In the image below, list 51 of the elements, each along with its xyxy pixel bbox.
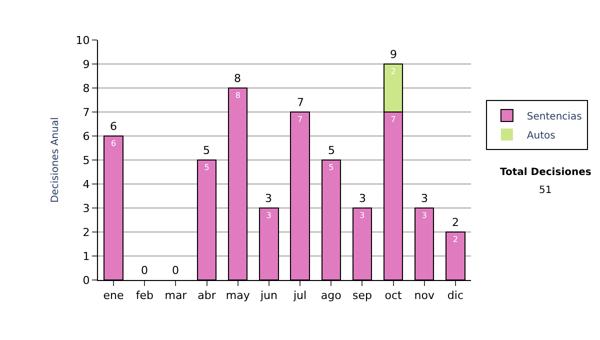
y-tick-label: 4: [82, 178, 90, 191]
x-tick-label: oct: [384, 289, 403, 302]
data-label: 3: [266, 211, 272, 220]
total-label: 3: [265, 192, 272, 205]
legend-label: Autos: [526, 130, 556, 142]
total-label: 2: [452, 216, 459, 229]
data-label: 5: [328, 163, 334, 172]
total-label: 3: [421, 192, 428, 205]
data-label: 2: [390, 67, 396, 76]
data-label: 7: [390, 115, 396, 124]
y-tick-label: 6: [82, 130, 90, 143]
y-tick-label: 7: [82, 106, 90, 119]
x-tick-label: dic: [447, 289, 464, 302]
y-tick-label: 3: [82, 202, 90, 215]
x-tick-label: mar: [164, 289, 188, 302]
text: Total Decisiones: [500, 167, 592, 178]
x-tick-label: jun: [259, 289, 278, 302]
total-label: 5: [203, 144, 210, 157]
x-tick-label: abr: [198, 289, 216, 302]
data-label: 3: [422, 211, 427, 220]
legend-label: Sentencias: [526, 111, 582, 122]
data-label: 5: [204, 163, 210, 172]
x-tick-label: jul: [292, 289, 307, 302]
total-label: 0: [172, 264, 179, 277]
x-tick-label: sep: [352, 289, 372, 302]
x-tick-label: feb: [136, 289, 154, 302]
y-axis-title: Decisiones Anual: [50, 117, 61, 203]
data-label: 3: [360, 211, 365, 220]
x-tick-label: ene: [103, 289, 124, 302]
y-tick-label: 5: [82, 154, 90, 167]
text: 51: [539, 185, 552, 196]
data-label: 8: [235, 91, 240, 100]
x-tick-label: may: [226, 289, 250, 302]
data-label: 6: [111, 139, 116, 148]
data-label: 2: [452, 235, 458, 244]
y-tick-label: 1: [82, 250, 90, 263]
data-label: 7: [298, 115, 303, 124]
y-tick-label: 2: [82, 226, 90, 239]
total-label: 6: [110, 120, 117, 133]
y-tick-label: 8: [82, 82, 90, 95]
total-label: 0: [141, 264, 148, 277]
x-tick-label: ago: [320, 289, 342, 302]
y-tick-label: 10: [76, 34, 90, 47]
y-tick-label: 9: [82, 58, 90, 71]
total-label: 8: [234, 72, 241, 85]
x-tick-label: nov: [414, 289, 435, 302]
total-label: 9: [390, 48, 397, 61]
total-label: 7: [297, 96, 304, 109]
y-tick-label: 0: [82, 274, 90, 287]
total-label: 5: [328, 144, 335, 157]
total-label: 3: [359, 192, 366, 205]
